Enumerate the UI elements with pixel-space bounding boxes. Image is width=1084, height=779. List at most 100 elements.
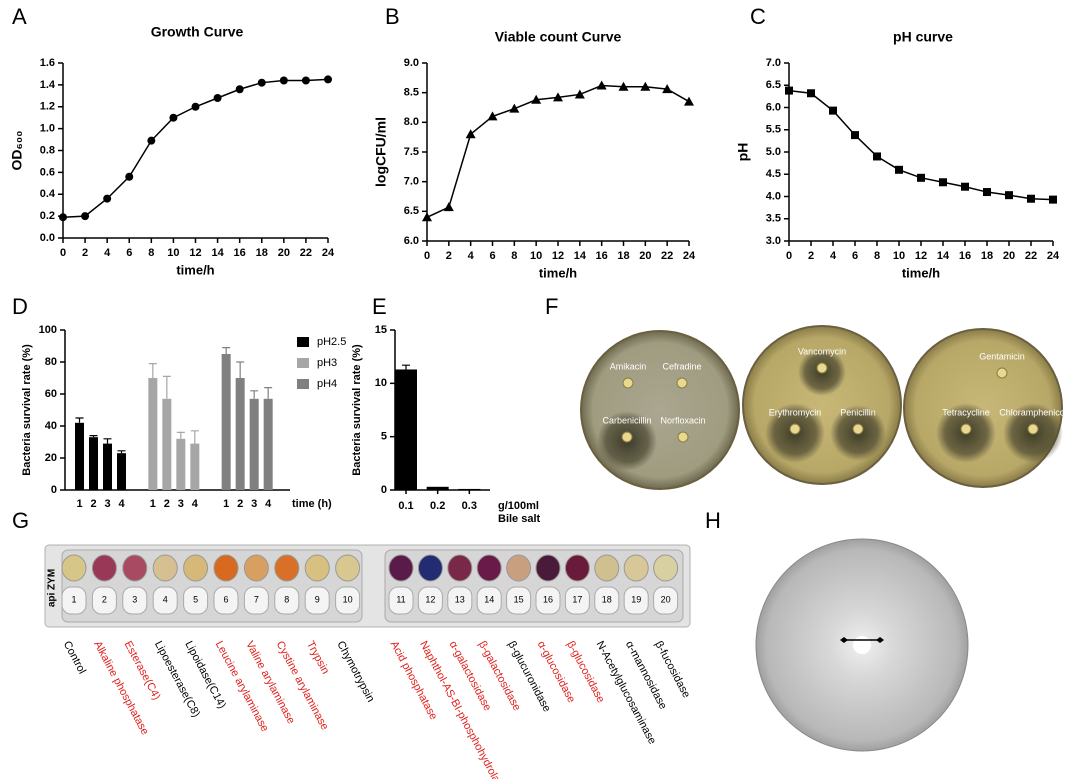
x-tick-label: 8 <box>148 247 154 259</box>
well-base <box>388 586 414 615</box>
well-number: 7 <box>254 594 259 604</box>
marker <box>1005 191 1013 200</box>
error-bar <box>117 450 126 454</box>
x-tick-label: 12 <box>189 247 201 259</box>
well-base <box>506 586 532 615</box>
well-number: 8 <box>284 594 289 604</box>
legend-swatch <box>297 337 309 347</box>
bar <box>221 354 231 490</box>
y-tick-label: 3.0 <box>766 235 781 247</box>
well-number: 5 <box>193 594 198 604</box>
well-number: 18 <box>602 594 612 604</box>
marker <box>618 81 629 91</box>
well-base <box>335 586 361 615</box>
y-tick-label: 1.4 <box>40 79 56 91</box>
cupule <box>476 554 502 582</box>
x-tick-label: 6 <box>126 247 132 259</box>
error-bar <box>250 390 259 399</box>
x-tick-label: 12 <box>552 250 564 262</box>
y-tick-label: 7.5 <box>404 146 419 158</box>
bar <box>148 378 158 490</box>
marker <box>279 76 288 85</box>
marker <box>531 94 542 104</box>
antibiotic-disc <box>676 377 688 389</box>
y-tick-label: 6.5 <box>766 79 781 91</box>
well-number: 2 <box>102 594 107 604</box>
y-tick-label: 0.6 <box>40 166 55 178</box>
marker <box>807 89 815 98</box>
well-base <box>535 586 561 615</box>
bar <box>117 453 126 490</box>
bar <box>235 378 245 490</box>
y-tick-label: 4.0 <box>766 190 781 202</box>
error-bar <box>236 361 245 378</box>
panel-letter: G <box>12 508 29 533</box>
cupule <box>535 554 561 582</box>
well-base <box>183 586 209 615</box>
marker <box>917 173 925 182</box>
panel-letter: A <box>12 4 27 29</box>
bar <box>176 438 186 490</box>
y-tick-label: 0.2 <box>40 210 55 222</box>
chart-title: pH curve <box>893 29 953 45</box>
x-tick-label: 10 <box>167 247 179 259</box>
y-tick-label: 6.0 <box>766 101 781 113</box>
well-base <box>61 586 87 615</box>
marker <box>851 131 859 140</box>
diameter-ends <box>840 637 884 643</box>
well-number: 14 <box>484 594 494 604</box>
marker <box>640 81 651 91</box>
y-tick-label: 5.0 <box>766 146 781 158</box>
x-tick-label: 12 <box>915 250 927 262</box>
bar <box>395 369 417 490</box>
cupule <box>304 554 330 582</box>
well-number: 4 <box>163 594 168 604</box>
y-tick-label: 4.5 <box>766 168 781 180</box>
chart-title: Viable count Curve <box>495 29 622 45</box>
cupule <box>152 554 178 582</box>
well-base <box>274 586 300 615</box>
x-tick-label: 6 <box>852 250 858 262</box>
y-tick-label: 6.0 <box>404 235 419 247</box>
well-base <box>653 586 679 615</box>
marker <box>873 152 881 161</box>
enzyme-label: Chymotrypsin <box>334 639 376 704</box>
y-tick-label: 1.2 <box>40 101 55 113</box>
x-tick-label: 24 <box>322 247 335 259</box>
x-tick-label: 0.3 <box>462 500 477 512</box>
x-tick-label: 4 <box>192 498 199 510</box>
cupule <box>122 554 148 582</box>
well-number: 15 <box>514 594 524 604</box>
y-tick-label: 7.0 <box>766 57 781 69</box>
y-tick-label: 6.5 <box>404 205 419 217</box>
y-tick-label: 8.0 <box>404 116 419 128</box>
bar <box>190 443 200 490</box>
x-tick-label: 1 <box>76 498 82 510</box>
y-tick-label: 9.0 <box>404 57 419 69</box>
error-bar <box>75 417 84 423</box>
y-tick-label: 5 <box>381 431 387 443</box>
error-bar <box>402 364 410 370</box>
antibiotic-label: Erythromycin <box>769 407 822 417</box>
line <box>426 84 690 218</box>
x-tick-label: 24 <box>1047 250 1060 262</box>
antibiotic-label: Chloramphenicol <box>999 407 1067 417</box>
y-tick-label: 5.5 <box>766 124 781 136</box>
well-base <box>152 586 178 615</box>
x-tick-label: 1 <box>150 498 156 510</box>
marker <box>324 75 332 84</box>
antibiotic-disc <box>996 367 1008 379</box>
marker <box>103 194 112 203</box>
bar <box>458 488 481 490</box>
enzyme-label: Control <box>61 639 88 676</box>
x-tick-label: 2 <box>164 498 170 510</box>
marker <box>422 212 432 222</box>
error-bar <box>176 431 185 439</box>
well-base <box>213 586 239 615</box>
bar <box>75 422 84 490</box>
cupule <box>653 554 679 582</box>
marker <box>1027 194 1035 203</box>
marker <box>213 94 222 102</box>
x-tick-label: 22 <box>300 247 312 259</box>
marker <box>895 165 903 174</box>
